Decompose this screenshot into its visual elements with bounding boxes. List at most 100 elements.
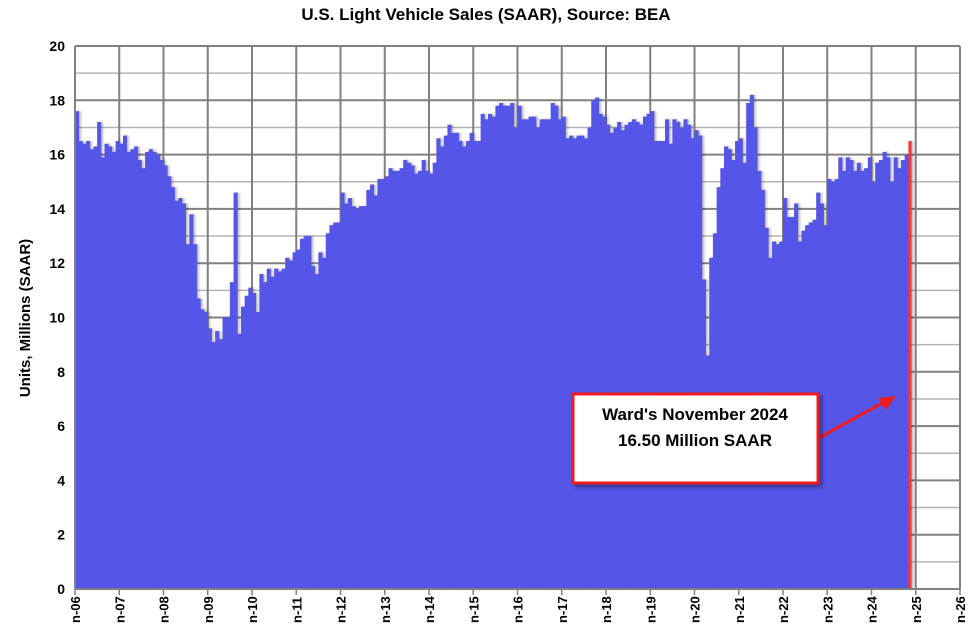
bar xyxy=(668,143,673,590)
bar xyxy=(226,317,231,589)
bar xyxy=(329,225,334,589)
x-tick-label: n-25 xyxy=(909,596,924,623)
bar xyxy=(499,103,504,589)
bar xyxy=(727,149,732,590)
bar xyxy=(111,151,116,589)
bar xyxy=(130,149,135,590)
bar xyxy=(893,157,898,589)
bar xyxy=(819,203,824,589)
bar xyxy=(849,160,854,589)
bar xyxy=(842,170,847,589)
bar xyxy=(502,105,507,589)
bar xyxy=(657,141,662,589)
bar xyxy=(628,122,633,590)
annotation-line1: Ward's November 2024 xyxy=(602,405,788,424)
bar xyxy=(853,170,858,589)
bar xyxy=(351,206,356,589)
highlighted-bar xyxy=(908,141,912,589)
bar xyxy=(816,192,821,590)
bar xyxy=(259,274,264,589)
bar xyxy=(181,203,187,589)
bar xyxy=(580,135,585,589)
bar xyxy=(480,113,485,589)
bar xyxy=(838,157,843,589)
annotation: Ward's November 2024 16.50 Million SAAR xyxy=(571,392,896,485)
bar xyxy=(513,127,518,589)
bar xyxy=(333,222,338,589)
bar xyxy=(141,168,146,590)
bar xyxy=(340,192,345,590)
bar xyxy=(325,233,330,589)
bar xyxy=(823,225,828,589)
x-tick-label: n-24 xyxy=(865,596,880,624)
bar xyxy=(735,141,740,589)
x-tick-label: n-22 xyxy=(776,596,791,623)
bar xyxy=(270,276,275,589)
x-tick-label: n-08 xyxy=(157,596,172,623)
bar xyxy=(882,151,887,589)
bar xyxy=(429,173,434,590)
bar xyxy=(299,238,305,589)
bar xyxy=(554,105,559,589)
bar xyxy=(244,295,249,589)
bar xyxy=(344,203,349,589)
bar xyxy=(119,143,124,590)
bar xyxy=(591,100,596,590)
bar xyxy=(653,141,659,589)
bar xyxy=(845,157,850,589)
bar xyxy=(867,157,872,589)
bar xyxy=(156,154,161,589)
bar xyxy=(296,249,301,589)
bar xyxy=(159,160,164,589)
x-tick-label: n-18 xyxy=(599,596,614,623)
bar xyxy=(137,160,142,589)
bar xyxy=(215,331,220,589)
bar xyxy=(362,206,367,589)
bar xyxy=(414,173,419,590)
bar xyxy=(462,146,467,589)
bar xyxy=(661,141,666,589)
bar xyxy=(547,119,552,590)
bar xyxy=(624,124,629,590)
bar xyxy=(476,141,482,589)
bar xyxy=(432,162,437,589)
bar xyxy=(635,122,640,590)
bar xyxy=(229,282,234,589)
bar xyxy=(738,138,743,589)
bar xyxy=(263,282,268,589)
y-tick-label: 0 xyxy=(57,581,65,597)
bar xyxy=(871,181,876,589)
bar xyxy=(358,206,364,589)
bar xyxy=(690,138,695,589)
bar xyxy=(285,257,290,589)
bar xyxy=(465,141,470,589)
bar xyxy=(189,214,194,589)
bar xyxy=(620,130,625,590)
bar xyxy=(827,179,832,589)
bar xyxy=(115,141,120,589)
bar xyxy=(440,146,445,589)
bar xyxy=(609,132,614,589)
bar xyxy=(860,170,865,589)
x-tick-label: n-06 xyxy=(68,596,83,623)
bar xyxy=(392,170,397,589)
bar xyxy=(145,151,150,589)
bar xyxy=(901,160,906,589)
bar xyxy=(281,268,286,589)
bar xyxy=(676,122,681,590)
bar xyxy=(539,119,544,590)
bar xyxy=(749,94,754,590)
x-tick-label: n-26 xyxy=(953,596,968,623)
bar xyxy=(237,333,242,589)
bar xyxy=(97,122,102,590)
annotation-line2: 16.50 Million SAAR xyxy=(618,431,772,450)
bar xyxy=(373,195,378,589)
y-tick-label: 8 xyxy=(57,364,65,380)
bar xyxy=(897,168,902,590)
y-tick-label: 4 xyxy=(57,472,65,488)
bar xyxy=(388,168,393,590)
bar xyxy=(720,168,725,590)
bar xyxy=(679,127,684,589)
bar xyxy=(550,103,555,589)
bar xyxy=(602,116,607,589)
